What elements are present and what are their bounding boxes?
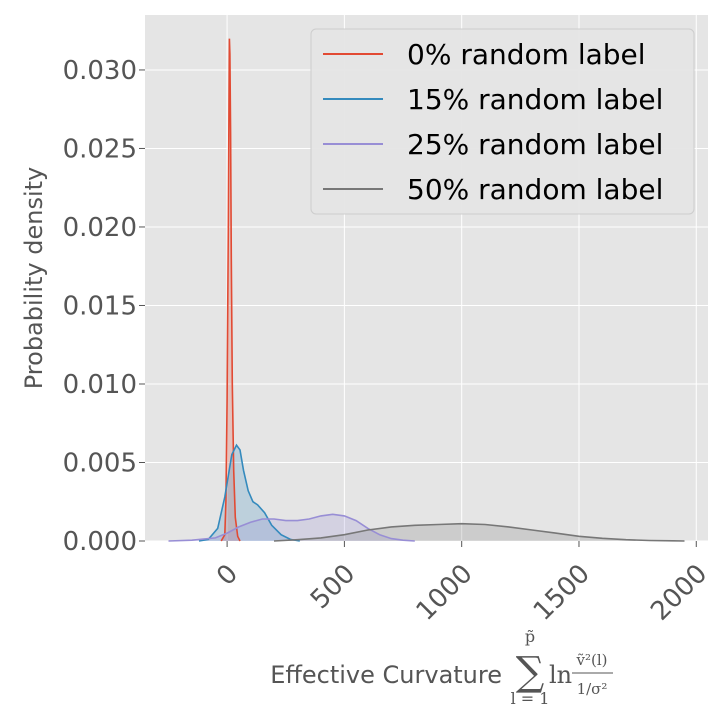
legend-box xyxy=(310,28,695,215)
x-axis-label: Effective Curvature xyxy=(270,661,502,689)
legend-entry-label: 50% random label xyxy=(407,173,663,206)
series-area xyxy=(199,445,300,541)
sum-upper-limit: p̃ xyxy=(525,627,535,646)
y-axis-ticks: 0.000 0.005 0.010 0.015 0.020 0.025 0.030 xyxy=(63,56,145,557)
y-tick-label: 0.015 xyxy=(63,291,137,321)
x-axis-label-group: Effective Curvature ∑ p̃ l = 1 ln ṽ²(l) … xyxy=(270,627,613,708)
series-line xyxy=(168,513,415,542)
legend-entry-label: 25% random label xyxy=(407,128,663,161)
series-line xyxy=(220,38,241,542)
y-tick-label: 0.030 xyxy=(63,56,137,86)
fraction-numerator: ṽ²(l) xyxy=(576,651,608,669)
series-area xyxy=(168,514,415,541)
x-tick-label: 2000 xyxy=(645,559,713,627)
series-line xyxy=(273,522,685,542)
legend-entry-label: 0% random label xyxy=(407,38,646,71)
fraction-denominator: 1/σ² xyxy=(577,680,608,698)
x-tick-label: 0 xyxy=(211,559,244,592)
ln-symbol: ln xyxy=(549,661,572,689)
x-tick-label: 1500 xyxy=(528,559,596,627)
legend: 0% random label 15% random label 25% rando… xyxy=(310,28,695,215)
y-tick-label: 0.005 xyxy=(63,448,137,478)
x-tick-label: 500 xyxy=(305,559,361,615)
y-tick-label: 0.000 xyxy=(63,527,137,557)
sum-symbol: ∑ xyxy=(516,649,545,695)
y-axis-label: Probability density xyxy=(20,167,48,390)
y-tick-label: 0.010 xyxy=(63,370,137,400)
sum-lower-limit: l = 1 xyxy=(511,689,550,708)
y-tick-label: 0.025 xyxy=(63,134,137,164)
legend-entry-label: 15% random label xyxy=(407,83,663,116)
density-lines xyxy=(168,38,685,542)
series-area xyxy=(221,38,240,541)
x-axis-ticks: 0 500 1000 1500 2000 xyxy=(211,541,713,627)
series-line xyxy=(198,443,300,542)
x-tick-label: 1000 xyxy=(411,559,479,627)
y-tick-label: 0.020 xyxy=(63,213,137,243)
